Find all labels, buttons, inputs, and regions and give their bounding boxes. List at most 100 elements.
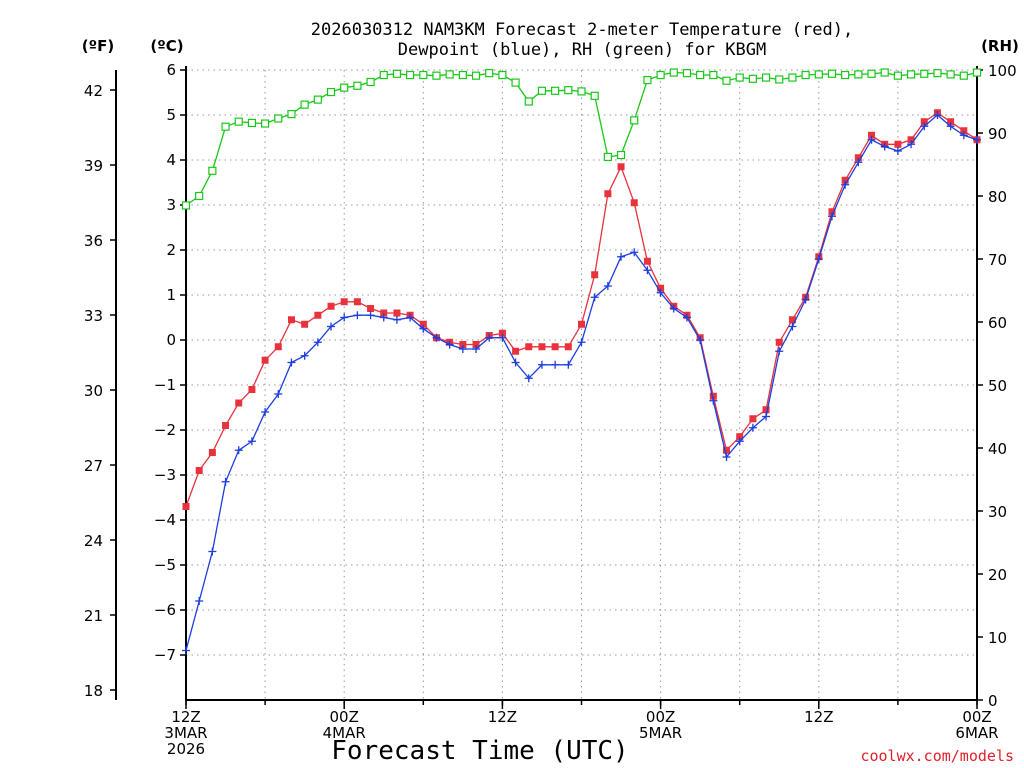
fahrenheit-tick-label: 39 [84, 157, 103, 175]
rh-point [247, 118, 257, 128]
rh-point [419, 70, 428, 80]
series-rh [181, 68, 982, 210]
temperature-point [736, 433, 744, 441]
dewpoint-point [617, 252, 626, 261]
rh-point [814, 70, 823, 79]
dewpoint-point [379, 313, 388, 322]
rh-point [906, 70, 916, 79]
temperature-point [854, 154, 862, 162]
temperature-point [538, 343, 546, 351]
dewpoint-point [432, 333, 441, 342]
x-tick-label: 00Z [330, 708, 359, 726]
dewpoint-point [827, 212, 836, 221]
rh-point [669, 68, 678, 77]
rh-point [748, 74, 757, 83]
temperature-point [301, 320, 309, 328]
rh-point [353, 81, 362, 90]
axes-layer: −7 −6 −5 −4 −3 −2 −1 0 1 2 3 4 5 6 18 21 24 27 30 33 36 39 42 0… [84, 61, 1017, 758]
temperature-point [393, 309, 401, 317]
dewpoint-point [669, 304, 678, 313]
temperature-point [551, 343, 559, 351]
rh-point [379, 70, 388, 80]
celsius-tick-label: 1 [166, 286, 176, 304]
dewpoint-point [406, 313, 415, 322]
dewpoint-point [788, 322, 797, 331]
rh-tick-label: 20 [988, 566, 1007, 584]
rh-point [722, 76, 731, 85]
temperature-line [185, 112, 978, 507]
temperature-point [868, 131, 876, 139]
dewpoint-point [274, 390, 283, 398]
temperature-point [578, 320, 585, 328]
dewpoint-point [735, 437, 744, 446]
dewpoint-point [353, 311, 362, 320]
temperature-point [367, 305, 375, 312]
rh-point [432, 71, 441, 80]
dewpoint-point [340, 313, 349, 322]
rh-point [775, 75, 784, 84]
dewpoint-point [907, 140, 916, 149]
dewpoint-point [458, 345, 467, 353]
dewpoint-point [920, 122, 929, 131]
rh-point [208, 166, 217, 175]
temperature-point [828, 208, 836, 216]
x-tick-label: 6MAR [955, 724, 998, 742]
rh-point [682, 69, 692, 78]
dewpoint-point [775, 347, 784, 356]
rh-point [564, 86, 573, 95]
credit-label[interactable]: coolwx.com/models [860, 747, 1014, 765]
rh-point [946, 70, 955, 79]
rh-point [287, 109, 296, 119]
dewpoint-point [564, 360, 573, 369]
dewpoint-point [261, 408, 270, 416]
rh-point [959, 71, 968, 80]
rh-point [181, 201, 191, 210]
rh-point [854, 70, 863, 79]
temperature-point [182, 503, 190, 510]
rh-tick-label: 10 [988, 629, 1007, 647]
x-axis-title: Forecast Time (UTC) [331, 736, 628, 766]
celsius-tick-label: −7 [154, 646, 176, 664]
rh-point [603, 152, 612, 162]
fahrenheit-tick-label: 42 [84, 82, 103, 100]
dewpoint-point [630, 248, 639, 257]
dewpoint-point [485, 333, 494, 342]
dewpoint-point [524, 374, 533, 383]
dewpoint-point [472, 345, 481, 353]
dewpoint-point [511, 358, 520, 367]
temperature-point [749, 415, 757, 423]
dewpoint-point [748, 423, 757, 432]
rh-point [195, 191, 204, 201]
dewpoint-point [590, 293, 599, 302]
temperature-point [591, 271, 599, 279]
temperature-point [604, 190, 612, 198]
x-tick-label: 4MAR [323, 724, 366, 742]
dewpoint-point [933, 111, 942, 119]
dewpoint-point [419, 324, 428, 333]
rh-point [458, 70, 467, 80]
celsius-tick-label: −5 [154, 556, 176, 574]
dewpoint-point [880, 142, 889, 151]
rh-point [221, 122, 230, 131]
dewpoint-point [327, 322, 336, 331]
fahrenheit-tick-label: 24 [84, 532, 103, 550]
temperature-point [657, 284, 665, 292]
dewpoint-point [247, 437, 256, 446]
rh-point [537, 86, 547, 95]
temperature-point [274, 343, 282, 351]
chart-title-line2: Dewpoint (blue), RH (green) for KBGM [398, 40, 766, 60]
celsius-tick-label: 5 [166, 106, 176, 124]
series-temperature [182, 109, 981, 510]
rh-tick-label: 60 [988, 314, 1007, 332]
rh-point [274, 114, 283, 123]
temperature-point [235, 399, 243, 407]
fahrenheit-tick-label: 21 [84, 607, 103, 625]
rh-point [313, 95, 322, 104]
fahrenheit-tick-label: 18 [84, 682, 103, 700]
temperature-point [894, 140, 902, 148]
dewpoint-point [656, 288, 665, 297]
temperature-point [723, 446, 731, 454]
dewpoint-point [959, 131, 968, 140]
x-tick-label: 2026 [167, 740, 205, 758]
